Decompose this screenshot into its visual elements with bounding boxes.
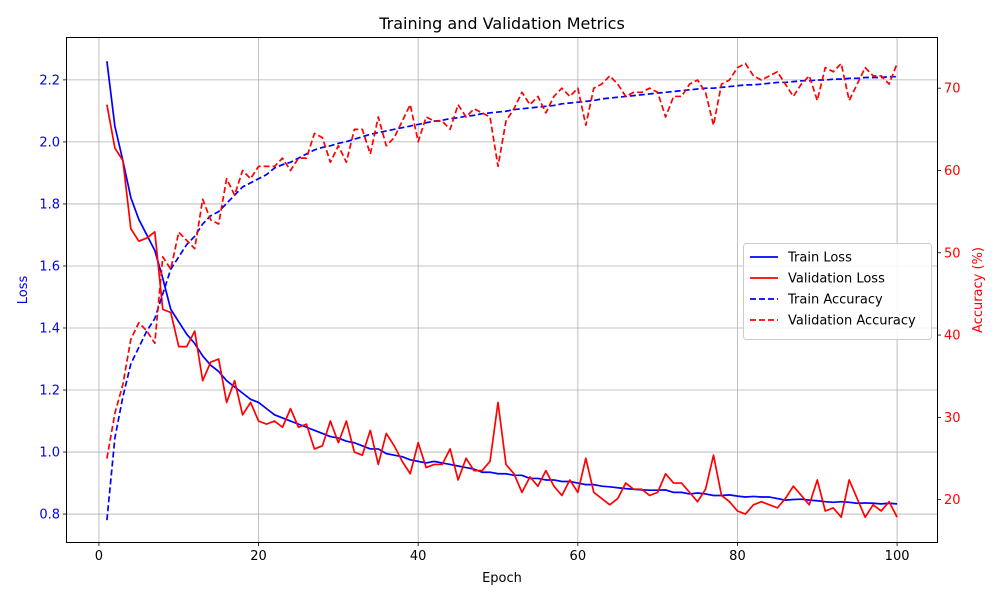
- x-tick-label: 80: [729, 549, 746, 564]
- legend: Train Loss Validation Loss Train Accuracy V…: [743, 243, 932, 340]
- legend-label-validation-accuracy: Validation Accuracy: [788, 314, 916, 329]
- x-tick-label: 20: [250, 549, 267, 564]
- y-axis-left: 0.8 1.0 1.2 1.4 1.6 1.8 2.0 2.2: [39, 73, 67, 523]
- series-line-train-accuracy: [106, 75, 898, 521]
- legend-label-validation-loss: Validation Loss: [788, 272, 885, 287]
- x-axis: 0 20 40 60 80 100: [95, 542, 910, 564]
- y-axis-left-label: Loss: [16, 276, 31, 305]
- y-left-tick-label: 2.2: [39, 73, 60, 88]
- plot-frame: [66, 37, 938, 543]
- series-line-validation-accuracy: [106, 62, 898, 459]
- chart-title: Training and Validation Metrics: [378, 14, 625, 33]
- y-right-tick-label: 60: [944, 164, 961, 179]
- y-right-tick-label: 30: [944, 411, 961, 426]
- x-tick-label: 60: [570, 549, 587, 564]
- y-right-tick-label: 70: [944, 82, 961, 97]
- y-axis-right-label: Accuracy (%): [971, 247, 986, 333]
- y-left-tick-label: 0.8: [39, 508, 60, 523]
- legend-label-train-accuracy: Train Accuracy: [787, 293, 883, 308]
- y-left-tick-label: 1.2: [39, 384, 60, 399]
- y-right-tick-label: 40: [944, 329, 961, 344]
- x-axis-label: Epoch: [482, 571, 522, 586]
- y-left-tick-label: 1.6: [39, 259, 60, 274]
- y-right-tick-label: 50: [944, 246, 961, 261]
- x-tick-label: 0: [95, 549, 103, 564]
- series-line-train-loss: [106, 61, 898, 505]
- y-left-tick-label: 1.4: [39, 321, 60, 336]
- y-axis-right: 20 30 40 50 60 70: [937, 82, 961, 508]
- y-left-tick-label: 2.0: [39, 135, 60, 150]
- legend-box: [743, 243, 932, 340]
- x-tick-label: 40: [410, 549, 427, 564]
- series-line-validation-loss: [106, 104, 898, 519]
- x-tick-label: 100: [885, 549, 910, 564]
- y-right-tick-label: 20: [944, 493, 961, 508]
- y-left-tick-label: 1.8: [39, 197, 60, 212]
- series-layer: [106, 61, 898, 521]
- y-left-tick-label: 1.0: [39, 446, 60, 461]
- legend-label-train-loss: Train Loss: [787, 251, 852, 266]
